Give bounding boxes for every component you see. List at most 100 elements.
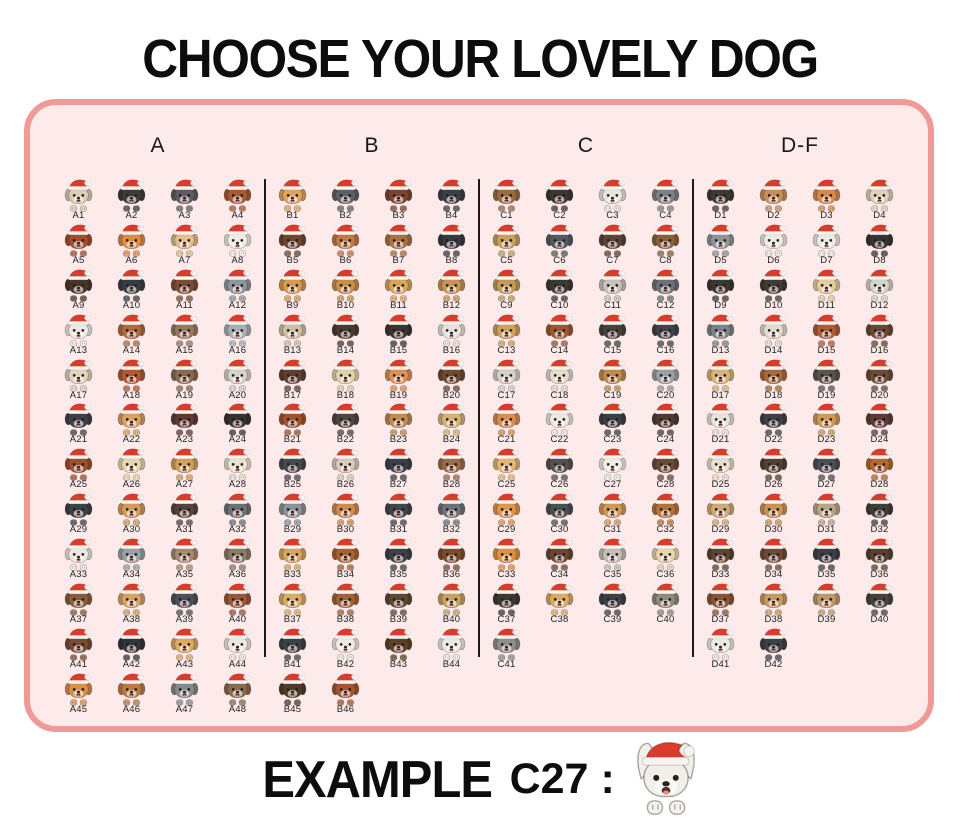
dog-icon xyxy=(223,448,252,482)
dog-icon xyxy=(437,448,466,482)
dog-label: B20 xyxy=(442,389,461,401)
dog-label: A33 xyxy=(69,569,88,581)
dog-icon xyxy=(331,583,360,616)
dog-label: C19 xyxy=(603,389,622,401)
dog-label: D10 xyxy=(764,299,783,311)
dog-option-A12: A12 xyxy=(211,267,264,312)
dog-label: D3 xyxy=(820,210,833,221)
dog-icon xyxy=(331,269,360,302)
dog-label: B25 xyxy=(283,479,302,491)
dog-icon xyxy=(865,179,894,212)
dog-label: A44 xyxy=(228,658,247,670)
dog-option-D22: D22 xyxy=(747,401,800,446)
dog-icon xyxy=(598,269,627,302)
dog-label: B15 xyxy=(389,344,408,356)
dog-label: C14 xyxy=(550,344,569,356)
dog-label: C29 xyxy=(497,524,516,536)
dog-label: D32 xyxy=(870,524,889,536)
dog-option-D21: D21 xyxy=(694,401,747,446)
dog-icon xyxy=(865,269,894,302)
dog-option-C7: C7 xyxy=(586,222,639,267)
dog-option-D4: D4 xyxy=(853,177,906,222)
dog-label: C37 xyxy=(497,614,516,626)
dog-option-B20: B20 xyxy=(425,357,478,402)
dog-icon xyxy=(437,493,466,526)
dog-option-B2: B2 xyxy=(319,177,372,222)
dog-label: A31 xyxy=(175,524,194,536)
dog-label: A6 xyxy=(125,254,138,266)
dog-label: A42 xyxy=(122,658,141,670)
dog-option-B14: B14 xyxy=(319,312,372,357)
dog-icon xyxy=(492,538,521,571)
dog-option-D40: D40 xyxy=(853,581,906,626)
dog-label: B40 xyxy=(442,614,461,626)
dog-icon xyxy=(865,359,894,392)
dog-option-A13: A13 xyxy=(52,312,105,357)
dog-icon xyxy=(170,359,199,392)
dog-option-D28: D28 xyxy=(853,446,906,491)
dog-label: C28 xyxy=(656,479,675,491)
dog-icon xyxy=(170,538,199,571)
dog-option-A27: A27 xyxy=(158,446,211,491)
dog-label: B6 xyxy=(339,254,352,266)
dog-icon xyxy=(865,314,894,347)
dog-label: B29 xyxy=(283,524,302,536)
dog-icon xyxy=(384,404,413,437)
dog-option-A33: A33 xyxy=(52,536,105,581)
dog-icon xyxy=(278,224,307,257)
dog-label: D6 xyxy=(767,254,780,266)
dog-label: B11 xyxy=(390,299,407,311)
dog-label: B30 xyxy=(336,524,355,536)
dog-icon xyxy=(759,224,788,257)
dog-option-C15: C15 xyxy=(586,312,639,357)
dog-icon xyxy=(492,269,521,302)
dog-option-A28: A28 xyxy=(211,446,264,491)
dog-icon xyxy=(598,224,627,257)
dog-icon xyxy=(170,179,199,212)
dog-label: B31 xyxy=(389,524,408,536)
dog-icon xyxy=(170,269,199,302)
dog-option-C23: C23 xyxy=(586,401,639,446)
example-code: C27 xyxy=(509,755,589,803)
dog-label: D27 xyxy=(817,479,836,491)
dog-option-B16: B16 xyxy=(425,312,478,357)
dog-icon xyxy=(331,538,360,571)
example-separator: : xyxy=(600,755,615,803)
dog-option-A21: A21 xyxy=(52,401,105,446)
dog-icon xyxy=(545,179,574,212)
dog-icon xyxy=(598,493,627,526)
dog-label: A45 xyxy=(69,703,88,715)
dog-label: B41 xyxy=(283,658,302,670)
dog-icon xyxy=(865,448,894,482)
dog-icon xyxy=(651,583,680,616)
dog-icon xyxy=(331,628,360,661)
dog-label: A35 xyxy=(175,569,194,581)
dog-label: A22 xyxy=(122,434,141,446)
column-divider xyxy=(478,179,480,657)
dog-icon xyxy=(384,448,413,482)
dog-option-C36: C36 xyxy=(639,536,692,581)
dog-icon xyxy=(384,224,413,257)
dog-icon xyxy=(64,628,93,661)
dog-option-B11: B11 xyxy=(372,267,425,312)
dog-icon xyxy=(865,224,894,257)
dog-label: B32 xyxy=(442,524,461,536)
dog-option-A31: A31 xyxy=(158,491,211,536)
dog-option-B10: B10 xyxy=(319,267,372,312)
dog-option-B34: B34 xyxy=(319,536,372,581)
dog-label: D19 xyxy=(817,389,836,401)
dog-option-B40: B40 xyxy=(425,581,478,626)
dog-option-A1: A1 xyxy=(52,177,105,222)
dog-option-A36: A36 xyxy=(211,536,264,581)
dog-label: C34 xyxy=(550,569,569,581)
dog-option-A16: A16 xyxy=(211,312,264,357)
dog-option-A3: A3 xyxy=(158,177,211,222)
dog-option-A5: A5 xyxy=(52,222,105,267)
dog-label: D15 xyxy=(817,344,836,356)
dog-icon xyxy=(598,359,627,392)
dog-option-A8: A8 xyxy=(211,222,264,267)
dog-icon xyxy=(278,404,307,437)
dog-icon xyxy=(651,224,680,257)
dog-label: D38 xyxy=(764,614,783,626)
dog-label: B13 xyxy=(283,344,302,356)
